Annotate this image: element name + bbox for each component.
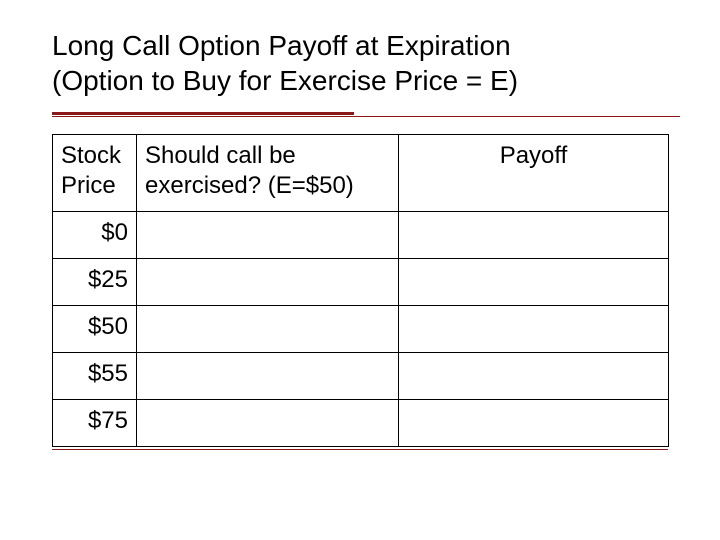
title-rule-long bbox=[52, 116, 680, 117]
table-row: $50 bbox=[53, 306, 669, 353]
table-row: $0 bbox=[53, 212, 669, 259]
cell-payoff bbox=[399, 259, 669, 306]
slide-title: Long Call Option Payoff at Expiration (O… bbox=[52, 28, 680, 98]
cell-should-exercise bbox=[137, 212, 399, 259]
payoff-table: Stock Price Should call be exercised? (E… bbox=[52, 134, 669, 447]
slide: Long Call Option Payoff at Expiration (O… bbox=[0, 0, 720, 540]
cell-should-exercise bbox=[137, 353, 399, 400]
table-header-row: Stock Price Should call be exercised? (E… bbox=[53, 135, 669, 212]
table-row: $75 bbox=[53, 400, 669, 447]
cell-should-exercise bbox=[137, 400, 399, 447]
cell-stock-price: $75 bbox=[53, 400, 137, 447]
col-header-should-exercise: Should call be exercised? (E=$50) bbox=[137, 135, 399, 212]
table-row: $55 bbox=[53, 353, 669, 400]
col-header-stock-price: Stock Price bbox=[53, 135, 137, 212]
cell-payoff bbox=[399, 353, 669, 400]
payoff-table-wrap: Stock Price Should call be exercised? (E… bbox=[52, 134, 669, 450]
cell-payoff bbox=[399, 212, 669, 259]
table-bottom-rule bbox=[52, 449, 668, 450]
cell-payoff bbox=[399, 306, 669, 353]
title-underline bbox=[52, 112, 680, 118]
cell-stock-price: $55 bbox=[53, 353, 137, 400]
title-line-2: (Option to Buy for Exercise Price = E) bbox=[52, 65, 518, 96]
title-rule-short bbox=[52, 112, 354, 115]
col-header-payoff: Payoff bbox=[399, 135, 669, 212]
cell-stock-price: $25 bbox=[53, 259, 137, 306]
cell-stock-price: $0 bbox=[53, 212, 137, 259]
table-row: $25 bbox=[53, 259, 669, 306]
cell-should-exercise bbox=[137, 306, 399, 353]
cell-payoff bbox=[399, 400, 669, 447]
cell-should-exercise bbox=[137, 259, 399, 306]
cell-stock-price: $50 bbox=[53, 306, 137, 353]
title-line-1: Long Call Option Payoff at Expiration bbox=[52, 30, 511, 61]
